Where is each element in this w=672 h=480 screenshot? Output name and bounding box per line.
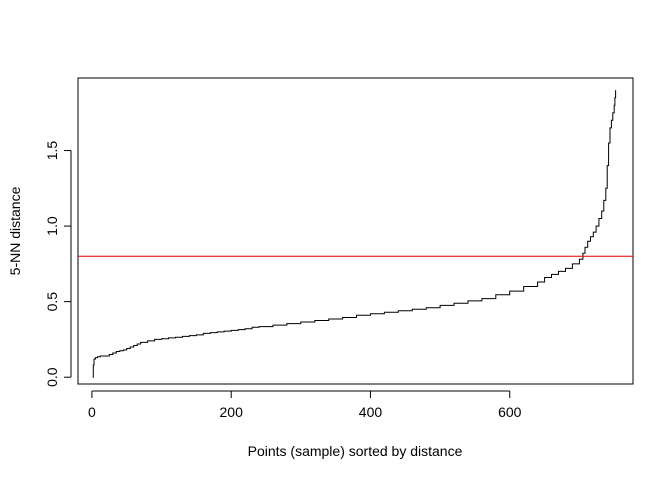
y-tick-label: 0.0 — [44, 367, 60, 387]
x-axis: 0 200 400 600 — [88, 390, 522, 420]
y-tick-label: 1.5 — [44, 141, 60, 161]
x-tick-label: 400 — [359, 404, 383, 420]
y-axis: 0.0 0.5 1.0 1.5 — [44, 141, 72, 387]
y-axis-title: 5-NN distance — [7, 186, 23, 275]
y-tick-label: 1.0 — [44, 216, 60, 236]
y-tick-label: 0.5 — [44, 292, 60, 312]
x-tick-label: 600 — [498, 404, 522, 420]
plot-frame — [77, 77, 634, 385]
x-tick-label: 200 — [220, 404, 244, 420]
x-axis-title: Points (sample) sorted by distance — [248, 443, 463, 459]
x-tick-label: 0 — [88, 404, 96, 420]
series-line — [92, 90, 617, 378]
